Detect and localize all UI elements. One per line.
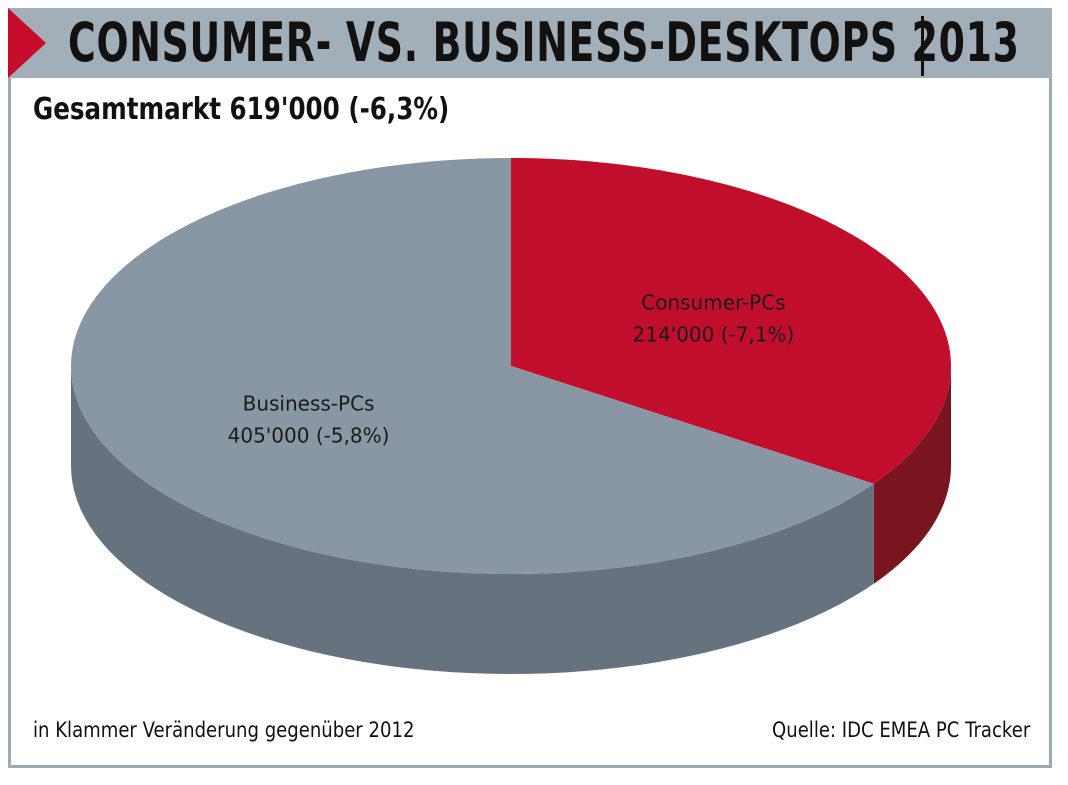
pie-sides	[71, 366, 951, 674]
footnote: in Klammer Veränderung gegenüber 2012	[33, 718, 415, 742]
pie-slice-consumer-pcs	[511, 158, 951, 484]
pie-side-business-pcs	[71, 366, 874, 674]
header-divider	[921, 16, 924, 76]
slice-label-business-pcs: Business-PCs	[243, 391, 375, 415]
pie-labels: Consumer-PCs 214'000 (-7,1%) Business-PCs 4…	[228, 291, 795, 448]
header-banner: CONSUMER- VS. BUSINESS-DESKTOPS 2013	[8, 8, 1052, 78]
header-arrow-icon	[8, 8, 46, 78]
source-note: Quelle: IDC EMEA PC Tracker	[771, 718, 1030, 742]
slice-value-business-pcs: 405'000 (-5,8%)	[228, 423, 390, 447]
pie-slice-business-pcs	[71, 158, 874, 574]
chart-subtitle: Gesamtmarkt 619'000 (-6,3%)	[33, 92, 450, 127]
slice-value-consumer-pcs: 214'000 (-7,1%)	[633, 323, 795, 347]
chart-title: CONSUMER- VS. BUSINESS-DESKTOPS 2013	[68, 11, 1020, 74]
pie-side-consumer-pcs	[873, 366, 951, 584]
slice-label-consumer-pcs: Consumer-PCs	[641, 291, 785, 315]
pie-tops	[71, 158, 951, 574]
